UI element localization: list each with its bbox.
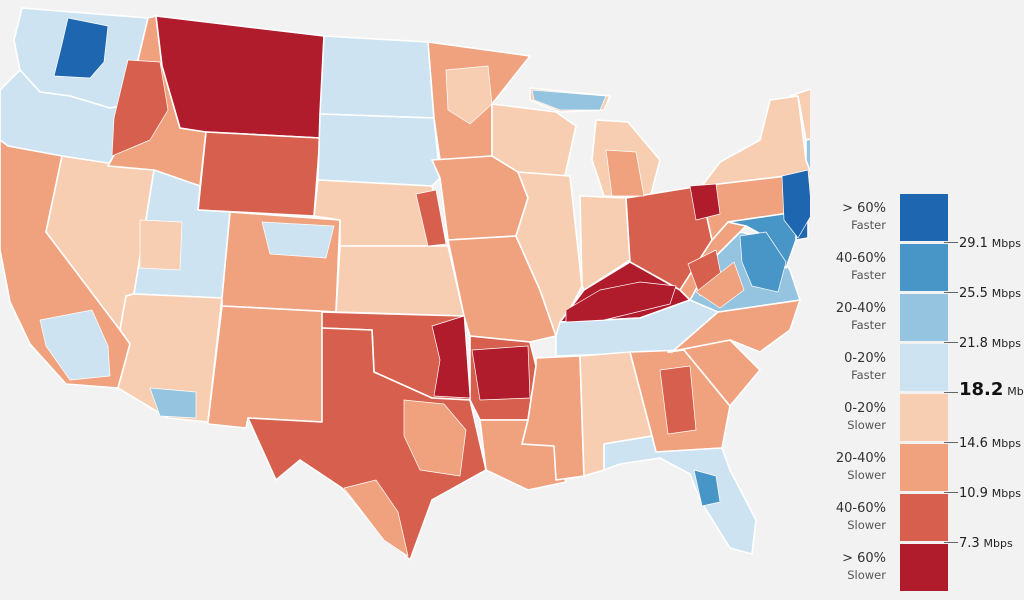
- region-dc-area: [739, 231, 787, 293]
- region-vermont-nh: [789, 88, 810, 141]
- region-virginia-west: [695, 261, 745, 309]
- region-minnesota-metro: [445, 65, 493, 125]
- legend-threshold-25-5: 25.5 Mbps: [959, 286, 1021, 301]
- region-texas: [247, 327, 487, 561]
- region-arkansas-north: [471, 345, 531, 401]
- region-kansas: [335, 245, 465, 317]
- legend-label-faster-20-40: 20-40% Faster: [835, 301, 886, 332]
- legend-label-faster-40-60: 40-60% Faster: [835, 251, 886, 282]
- legend-label-faster-60: > 60% Faster: [842, 201, 886, 232]
- legend-swatch-faster-20-40: [900, 294, 948, 341]
- legend-tick: [944, 292, 958, 293]
- region-new-mexico: [207, 305, 337, 429]
- region-indiana: [579, 195, 631, 291]
- region-arizona-south: [149, 387, 197, 419]
- region-oklahoma-east: [431, 315, 471, 399]
- region-texas-east: [403, 399, 467, 477]
- region-wyoming: [197, 131, 321, 217]
- legend-label-slower-0-20: 0-20% Slower: [844, 401, 886, 432]
- legend-swatch-slower-60: [900, 544, 948, 591]
- legend: > 60% Faster 40-60% Faster 20-40% Faster 0-…: [818, 193, 1024, 593]
- legend-swatch-slower-40-60: [900, 494, 948, 541]
- legend-label-slower-40-60: 40-60% Slower: [835, 501, 886, 532]
- region-ohio-ne: [689, 183, 721, 221]
- region-north-dakota: [319, 35, 435, 119]
- region-florida: [603, 435, 757, 555]
- legend-tick: [944, 342, 958, 343]
- region-idaho-panhandle: [111, 59, 169, 157]
- legend-swatch-slower-0-20: [900, 394, 948, 441]
- legend-swatch-faster-40-60: [900, 244, 948, 291]
- region-michigan-up: [531, 89, 607, 111]
- us-choropleth-map: [0, 7, 810, 561]
- legend-label-faster-0-20: 0-20% Faster: [844, 351, 886, 382]
- region-nyc-area: [781, 169, 810, 239]
- legend-tick: [944, 542, 958, 543]
- legend-tick: [944, 242, 958, 243]
- region-socal: [39, 309, 111, 381]
- legend-threshold-14-6: 14.6 Mbps: [959, 436, 1021, 451]
- legend-tick: [944, 492, 958, 493]
- legend-swatch-faster-0-20: [900, 344, 948, 391]
- legend-tick: [944, 442, 958, 443]
- legend-swatch-faster-60: [900, 194, 948, 241]
- legend-label-slower-60: > 60% Slower: [842, 551, 886, 582]
- legend-label-slower-20-40: 20-40% Slower: [835, 451, 886, 482]
- region-montana: [155, 15, 325, 139]
- region-texas-south: [343, 479, 409, 557]
- region-seattle-area: [53, 17, 109, 79]
- region-illinois: [515, 171, 583, 337]
- region-georgia-central: [659, 365, 697, 435]
- legend-threshold-21-8: 21.8 Mbps: [959, 336, 1021, 351]
- legend-threshold-7-3: 7.3 Mbps: [959, 536, 1013, 551]
- region-tampa-area: [693, 469, 721, 507]
- legend-swatch-slower-20-40: [900, 444, 948, 491]
- region-kentucky-west: [565, 281, 677, 323]
- region-michigan-lower-west: [605, 149, 645, 197]
- region-nebraska-east: [415, 189, 447, 247]
- legend-tick: [944, 392, 958, 393]
- region-new-york: [701, 95, 810, 187]
- legend-threshold-median: 18.2 Mb: [959, 379, 1024, 400]
- region-massachusetts: [805, 138, 810, 173]
- legend-threshold-29-1: 29.1 Mbps: [959, 236, 1021, 251]
- region-south-dakota: [317, 113, 441, 187]
- region-colorado-front: [261, 221, 335, 259]
- legend-threshold-10-9: 10.9 Mbps: [959, 486, 1021, 501]
- region-utah-west: [139, 219, 183, 271]
